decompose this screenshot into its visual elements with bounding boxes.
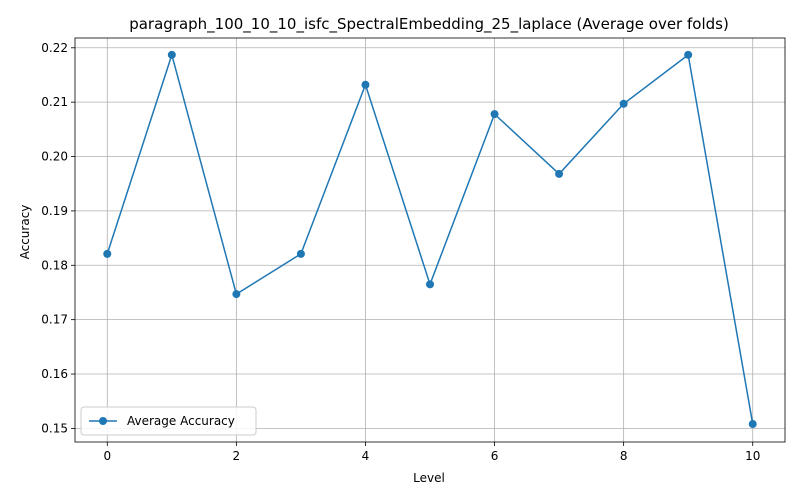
data-point [619,99,628,108]
x-axis-ticks: 0 2 4 6 8 10 [103,442,760,463]
x-tick-label: 6 [491,449,499,463]
data-point [167,50,176,59]
y-tick-label: 0.15 [41,421,68,435]
data-point [296,249,305,258]
data-point [555,169,564,178]
y-tick-label: 0.22 [41,41,68,55]
y-tick-label: 0.20 [41,150,68,164]
x-tick-label: 8 [620,449,628,463]
data-point [748,420,757,429]
legend-marker-swatch [99,417,107,425]
y-tick-label: 0.21 [41,95,68,109]
legend: Average Accuracy [80,406,257,436]
y-tick-label: 0.18 [41,258,68,272]
legend-box [80,406,257,436]
plot-series [103,50,757,429]
x-tick-label: 10 [745,449,760,463]
data-point [361,80,370,89]
data-point [490,110,499,119]
y-tick-label: 0.16 [41,367,68,381]
grid [75,38,785,442]
data-point [232,290,241,299]
x-tick-label: 2 [233,449,241,463]
data-point [103,249,112,258]
y-axis-label: Accuracy [18,205,32,260]
y-axis-ticks: 0.15 0.16 0.17 0.18 0.19 0.20 0.21 0.22 [41,41,75,435]
data-point [426,280,434,289]
x-axis-label: Level [413,471,445,485]
x-tick-label: 4 [362,449,370,463]
data-point [684,50,693,59]
x-tick-label: 0 [103,449,111,463]
y-tick-label: 0.19 [41,204,68,218]
y-tick-label: 0.17 [41,313,68,327]
legend-label: Average Accuracy [127,414,235,428]
chart-title: paragraph_100_10_10_isfc_SpectralEmbeddi… [129,15,729,34]
plot-frame [74,37,786,443]
